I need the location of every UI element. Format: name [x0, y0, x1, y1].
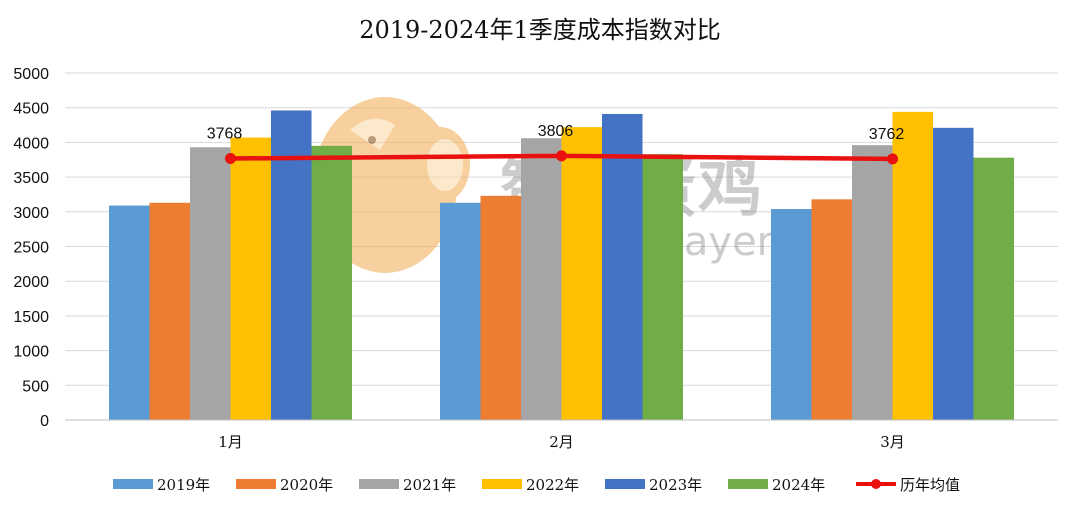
legend-label: 2022年	[526, 476, 579, 494]
y-tick-label: 2000	[13, 274, 49, 291]
bar-2021年-1月	[190, 147, 231, 420]
y-tick-label: 3500	[13, 170, 49, 187]
legend-swatch	[605, 479, 645, 489]
bar-2023年-2月	[602, 113, 643, 421]
y-tick-label: 1000	[13, 344, 49, 361]
legend-label: 历年均值	[900, 476, 960, 494]
average-point	[887, 153, 898, 165]
y-tick-label: 4500	[13, 101, 49, 118]
y-tick-label: 2500	[13, 240, 49, 257]
bar-2019年-3月	[771, 209, 812, 420]
x-tick-label: 1月	[218, 433, 243, 451]
bar-2024年-2月	[642, 154, 683, 420]
bar-2022年-1月	[230, 137, 271, 421]
legend-swatch	[236, 479, 276, 489]
average-data-label: 3762	[869, 126, 905, 143]
bar-2019年-1月	[109, 205, 150, 420]
bar-2022年-2月	[561, 127, 602, 420]
legend-label: 2021年	[403, 476, 456, 494]
bar-2024年-1月	[311, 145, 352, 420]
bar-2020年-2月	[480, 195, 521, 420]
legend-swatch	[113, 479, 153, 489]
legend-swatch	[482, 479, 522, 489]
bars-layer	[109, 110, 1014, 421]
y-tick-label: 500	[22, 378, 49, 395]
bar-2020年-1月	[149, 202, 190, 420]
legend-label: 2019年	[157, 476, 210, 494]
axis-layer: 0 500 1000 1500 2000 2500 3000 3500 4000 4500 5000…	[13, 66, 1058, 451]
bar-2020年-3月	[811, 199, 852, 420]
average-point	[225, 153, 236, 165]
y-tick-label: 0	[40, 413, 49, 430]
x-tick-label: 3月	[880, 433, 905, 451]
y-tick-label: 4000	[13, 135, 49, 152]
bar-2023年-3月	[933, 127, 974, 421]
legend-swatch	[728, 479, 768, 489]
bar-2021年-3月	[852, 145, 893, 420]
legend-swatch	[359, 479, 399, 489]
bar-2019年-2月	[440, 202, 481, 420]
bar-2021年-2月	[521, 138, 562, 420]
legend-swatch-marker	[871, 479, 881, 489]
y-tick-label: 3000	[13, 205, 49, 222]
bar-2023年-1月	[271, 110, 312, 420]
average-point	[556, 150, 567, 162]
y-tick-label: 1500	[13, 309, 49, 326]
average-line-layer: 3768 3806 3762	[207, 123, 905, 165]
average-data-label: 3806	[538, 123, 574, 140]
average-data-label: 3768	[207, 126, 243, 143]
x-tick-label: 2月	[549, 433, 574, 451]
y-tick-label: 5000	[13, 66, 49, 83]
legend-label: 2020年	[280, 476, 333, 494]
bar-2022年-3月	[892, 111, 933, 420]
legend-label: 2024年	[772, 476, 825, 494]
legend: 2019年 2020年 2021年 2022年 2023年 2024年 历年均值	[113, 476, 960, 494]
bar-2024年-3月	[973, 157, 1014, 420]
chart-title: 2019-2024年1季度成本指数对比	[359, 16, 721, 44]
legend-label: 2023年	[649, 476, 702, 494]
